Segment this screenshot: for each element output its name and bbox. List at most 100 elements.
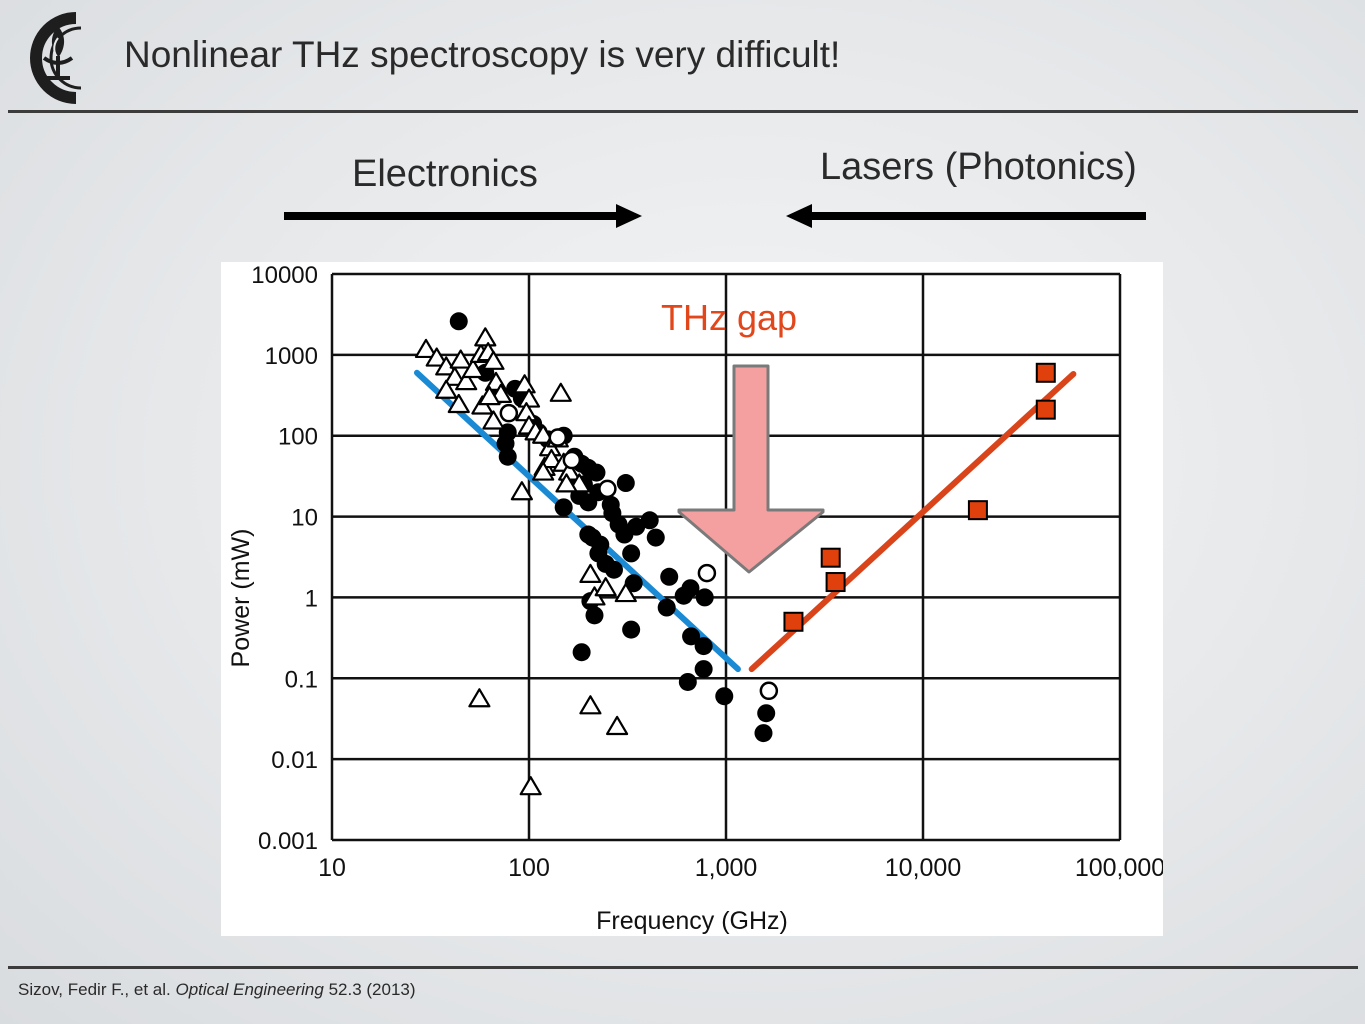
y-tick-label: 0.001 — [258, 828, 318, 855]
data-point-filled-circle — [657, 598, 676, 617]
data-point-open-triangle — [579, 563, 602, 583]
data-point-open-triangle — [513, 374, 536, 394]
data-point-laser-square — [1035, 399, 1056, 420]
citation: Sizov, Fedir F., et al. Optical Engineer… — [18, 980, 416, 1000]
data-point-filled-circle — [587, 463, 606, 482]
data-point-open-triangle — [461, 358, 485, 379]
data-point-filled-circle — [757, 704, 776, 723]
data-point-open-triangle — [482, 350, 505, 370]
y-tick-label: 10000 — [251, 262, 318, 289]
y-tick-label: 1000 — [265, 343, 318, 370]
data-point-open-circle — [598, 479, 617, 499]
data-point-open-triangle — [549, 382, 572, 402]
data-point-open-triangle — [447, 393, 470, 414]
data-point-open-triangle — [474, 327, 497, 347]
data-point-laser-square — [820, 547, 841, 568]
data-point-filled-circle — [622, 620, 641, 639]
y-tick-label: 0.1 — [285, 666, 318, 693]
data-point-open-triangle — [425, 347, 448, 367]
data-point-filled-circle — [694, 637, 713, 656]
citation-authors: Sizov, Fedir F., et al. — [18, 980, 171, 999]
data-point-open-triangle — [414, 338, 438, 359]
data-point-filled-circle — [585, 606, 604, 625]
x-tick-label: 100,000 — [1075, 854, 1163, 882]
data-point-open-triangle — [435, 379, 458, 399]
data-point-filled-circle — [646, 528, 665, 547]
x-tick-label: 10,000 — [885, 854, 961, 882]
electronics-arrow-right — [284, 204, 642, 228]
fit-line-electronics — [413, 369, 741, 673]
electronics-label: Electronics — [352, 153, 538, 195]
grid-layer — [330, 272, 1122, 842]
data-point-laser-square — [783, 611, 804, 632]
tick-labels: 10 100 1,000 10,000 100,000 0.001 0.01 0.1 1 10 10… — [251, 262, 1163, 882]
citation-volume-year: 52.3 (2013) — [328, 980, 416, 999]
footer-divider — [8, 966, 1358, 969]
data-point-filled-circle — [660, 567, 679, 586]
x-tick-label: 10 — [318, 854, 346, 882]
x-tick-label: 100 — [508, 854, 550, 882]
data-point-open-triangle — [540, 448, 563, 469]
data-point-filled-circle — [554, 498, 573, 517]
data-point-filled-circle — [678, 672, 697, 691]
data-point-laser-square — [825, 572, 846, 593]
fit-lines — [413, 369, 1077, 673]
y-tick-label: 100 — [278, 424, 318, 451]
data-point-open-triangle — [579, 695, 602, 715]
data-point-filled-circle — [579, 525, 598, 544]
data-point-open-triangle — [532, 461, 555, 481]
fit-line-photonics — [748, 370, 1077, 673]
data-point-open-triangle — [443, 366, 466, 386]
flame-c-logo-icon — [30, 12, 82, 104]
data-point-open-triangle — [605, 715, 629, 736]
data-point-filled-circle — [616, 474, 635, 493]
x-tick-label: 1,000 — [695, 854, 758, 882]
data-point-filled-circle — [681, 579, 700, 598]
y-tick-label: 10 — [291, 505, 318, 532]
data-point-open-triangle — [532, 424, 555, 444]
data-point-filled-circle — [498, 447, 517, 466]
data-point-open-triangle — [519, 776, 542, 796]
data-point-filled-circle — [624, 574, 643, 593]
data-point-open-triangle — [468, 688, 491, 708]
data-point-laser-square — [967, 500, 988, 521]
data-point-filled-circle — [615, 525, 634, 544]
title-divider — [8, 110, 1358, 113]
slide-title: Nonlinear THz spectroscopy is very diffi… — [124, 34, 841, 75]
thz-gap-annotation: THz gap — [661, 297, 797, 338]
data-point-open-triangle — [555, 473, 578, 493]
y-tick-label: 0.01 — [271, 747, 318, 774]
data-point-open-triangle — [478, 386, 501, 406]
data-point-open-circle — [499, 403, 519, 423]
y-tick-label: 1 — [305, 585, 318, 612]
data-point-open-triangle — [594, 577, 617, 597]
data-point-open-triangle — [510, 481, 533, 501]
data-point-filled-circle — [449, 312, 468, 331]
data-point-filled-circle — [694, 660, 713, 679]
data-point-open-circle — [562, 450, 582, 470]
data-point-filled-circle — [579, 493, 598, 512]
chart-panel: 10 100 1,000 10,000 100,000 0.001 0.01 0.1 1 10 10… — [221, 262, 1163, 936]
data-point-open-triangle — [455, 371, 478, 391]
data-point-filled-circle — [754, 724, 773, 743]
data-point-open-circle — [759, 681, 779, 701]
lasers-label: Lasers (Photonics) — [820, 146, 1137, 188]
data-point-filled-circle — [640, 511, 659, 530]
data-point-open-triangle — [482, 410, 505, 430]
x-axis-label: Frequency (GHz) — [596, 907, 788, 935]
data-point-laser-square — [1035, 362, 1056, 383]
y-axis-label: Power (mW) — [227, 529, 255, 668]
data-points — [414, 312, 1056, 796]
citation-journal: Optical Engineering — [175, 980, 324, 999]
data-point-filled-circle — [682, 627, 701, 646]
thz-gap-arrow — [677, 364, 825, 574]
data-point-filled-circle — [604, 560, 623, 579]
data-point-filled-circle — [715, 687, 734, 706]
power-frequency-chart: 10 100 1,000 10,000 100,000 0.001 0.01 0.1 1 10 10… — [227, 262, 1163, 935]
data-point-open-circle — [697, 563, 717, 583]
data-point-filled-circle — [622, 544, 641, 563]
data-point-filled-circle — [572, 643, 591, 662]
photonics-arrow-left — [786, 204, 1146, 228]
data-point-open-triangle — [614, 582, 637, 603]
data-point-open-circle — [548, 428, 568, 447]
